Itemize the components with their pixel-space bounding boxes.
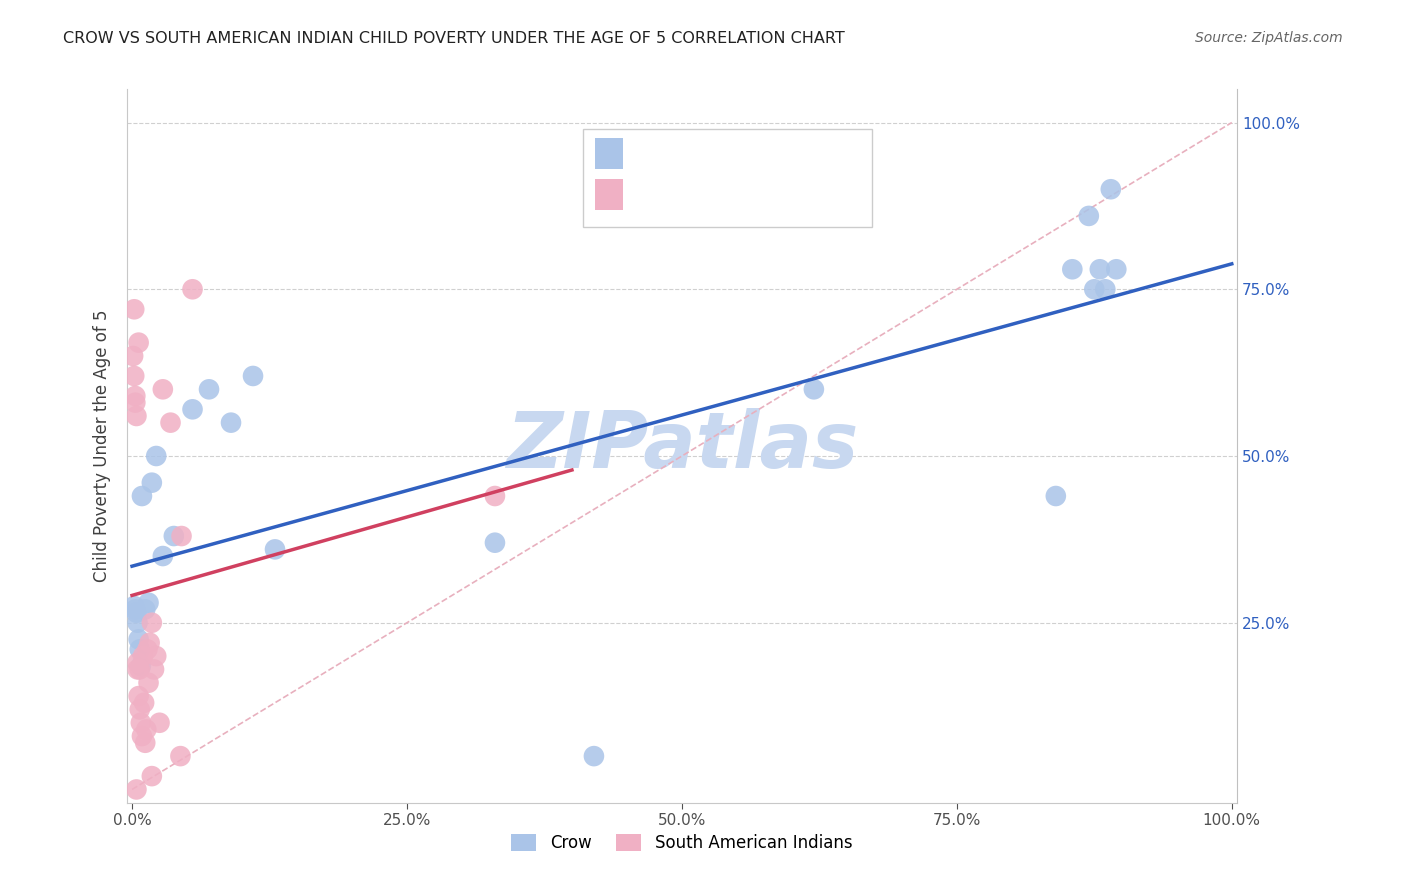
Point	[136, 642, 159, 657]
Point	[129, 715, 152, 730]
Point	[264, 542, 287, 557]
Point	[1105, 262, 1128, 277]
Point	[484, 489, 506, 503]
Point	[134, 602, 156, 616]
Text: N =: N =	[707, 145, 759, 162]
Point	[122, 599, 145, 613]
Point	[125, 409, 148, 423]
Point	[1062, 262, 1084, 277]
Point	[169, 749, 191, 764]
Point	[141, 769, 163, 783]
Point	[219, 416, 242, 430]
Text: ZIPatlas: ZIPatlas	[506, 408, 858, 484]
Point	[170, 529, 193, 543]
Point	[127, 656, 149, 670]
Point	[1088, 262, 1111, 277]
Point	[128, 702, 150, 716]
Text: 30: 30	[749, 145, 775, 162]
Point	[1077, 209, 1099, 223]
Point	[122, 349, 145, 363]
Point	[181, 402, 204, 417]
Point	[1083, 282, 1105, 296]
Legend: Crow, South American Indians: Crow, South American Indians	[505, 827, 859, 859]
Point	[124, 389, 146, 403]
Point	[127, 615, 149, 630]
Point	[127, 662, 149, 676]
Point	[122, 368, 145, 383]
Text: 0.565: 0.565	[662, 145, 718, 162]
Point	[159, 416, 181, 430]
Text: R =: R =	[630, 145, 669, 162]
Point	[181, 282, 204, 296]
Point	[134, 736, 156, 750]
Point	[163, 529, 186, 543]
Point	[152, 382, 174, 396]
Y-axis label: Child Poverty Under the Age of 5: Child Poverty Under the Age of 5	[93, 310, 111, 582]
Point	[148, 715, 170, 730]
Point	[242, 368, 264, 383]
Text: N =: N =	[707, 186, 759, 203]
Point	[125, 782, 148, 797]
Point	[134, 696, 156, 710]
Text: 0.180: 0.180	[662, 186, 720, 203]
Point	[1045, 489, 1067, 503]
Text: CROW VS SOUTH AMERICAN INDIAN CHILD POVERTY UNDER THE AGE OF 5 CORRELATION CHART: CROW VS SOUTH AMERICAN INDIAN CHILD POVE…	[63, 31, 845, 46]
Point	[484, 535, 506, 549]
Point	[145, 449, 167, 463]
Point	[125, 606, 148, 620]
Point	[152, 549, 174, 563]
Point	[1094, 282, 1116, 296]
Point	[124, 395, 146, 409]
Point	[135, 723, 157, 737]
Point	[143, 662, 166, 676]
Point	[128, 689, 150, 703]
Point	[128, 632, 150, 647]
Point	[198, 382, 221, 396]
Point	[582, 749, 605, 764]
Point	[141, 615, 163, 630]
Point	[803, 382, 825, 396]
Text: Source: ZipAtlas.com: Source: ZipAtlas.com	[1195, 31, 1343, 45]
Point	[132, 649, 155, 664]
Point	[138, 596, 160, 610]
Point	[138, 675, 160, 690]
Text: R =: R =	[630, 186, 669, 203]
Point	[1099, 182, 1122, 196]
Point	[124, 602, 146, 616]
Point	[128, 335, 150, 350]
Point	[129, 659, 152, 673]
Point	[128, 642, 150, 657]
Point	[122, 302, 145, 317]
Point	[131, 489, 153, 503]
Point	[141, 475, 163, 490]
Text: 33: 33	[749, 186, 775, 203]
Point	[138, 636, 160, 650]
Point	[128, 662, 150, 676]
Point	[145, 649, 167, 664]
Point	[131, 729, 153, 743]
